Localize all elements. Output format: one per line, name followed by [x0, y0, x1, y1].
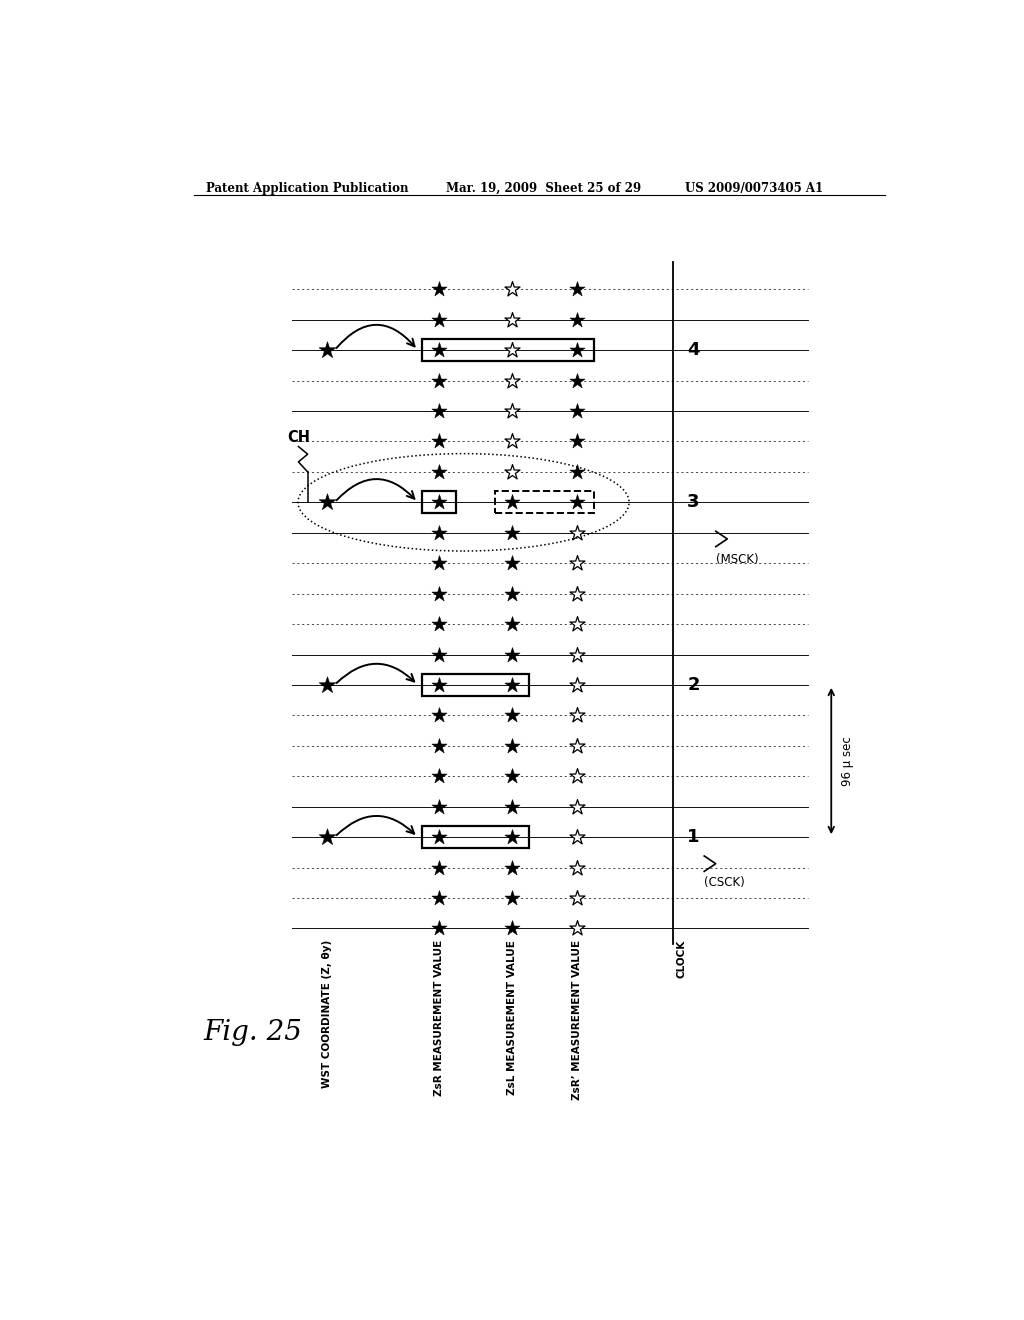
Point	[504, 370, 520, 391]
Point	[430, 583, 446, 605]
Point	[504, 400, 520, 421]
Point	[504, 462, 520, 483]
Text: CH: CH	[287, 430, 310, 445]
Text: 96 μ sec: 96 μ sec	[841, 737, 853, 785]
Text: WST COORDINATE (Z, θy): WST COORDINATE (Z, θy)	[322, 940, 332, 1088]
Point	[318, 675, 335, 696]
Point	[504, 644, 520, 665]
Point	[569, 430, 586, 451]
Text: 1: 1	[687, 828, 699, 846]
Text: Mar. 19, 2009  Sheet 25 of 29: Mar. 19, 2009 Sheet 25 of 29	[446, 182, 641, 194]
Point	[569, 400, 586, 421]
Point	[430, 675, 446, 696]
Text: US 2009/0073405 A1: US 2009/0073405 A1	[685, 182, 823, 194]
Text: (MSCK): (MSCK)	[716, 553, 759, 566]
Point	[504, 523, 520, 544]
Point	[569, 523, 586, 544]
Point	[569, 583, 586, 605]
Point	[318, 492, 335, 513]
Point	[430, 553, 446, 574]
Point	[318, 339, 335, 360]
Point	[504, 826, 520, 847]
Point	[569, 887, 586, 908]
Point	[430, 614, 446, 635]
Point	[430, 430, 446, 451]
Point	[430, 339, 446, 360]
Bar	[495, 491, 594, 513]
Point	[569, 614, 586, 635]
Point	[504, 796, 520, 817]
Point	[430, 826, 446, 847]
Point	[430, 857, 446, 878]
Point	[569, 370, 586, 391]
Point	[504, 492, 520, 513]
Point	[504, 887, 520, 908]
Point	[504, 857, 520, 878]
Text: ZsR’ MEASUREMENT VALUE: ZsR’ MEASUREMENT VALUE	[572, 940, 583, 1100]
Point	[430, 279, 446, 300]
Point	[504, 917, 520, 939]
Text: Patent Application Publication: Patent Application Publication	[206, 182, 409, 194]
Point	[504, 279, 520, 300]
Point	[569, 309, 586, 330]
Point	[569, 857, 586, 878]
Point	[430, 917, 446, 939]
Point	[430, 887, 446, 908]
Point	[504, 675, 520, 696]
Point	[504, 583, 520, 605]
Point	[569, 279, 586, 300]
Point	[504, 735, 520, 756]
Text: ZsR MEASUREMENT VALUE: ZsR MEASUREMENT VALUE	[433, 940, 443, 1096]
Point	[430, 796, 446, 817]
Point	[430, 462, 446, 483]
Point	[504, 430, 520, 451]
Point	[430, 309, 446, 330]
Point	[569, 339, 586, 360]
Point	[504, 705, 520, 726]
Point	[504, 309, 520, 330]
Point	[569, 917, 586, 939]
Point	[569, 492, 586, 513]
Text: CLOCK: CLOCK	[676, 940, 686, 978]
Point	[569, 462, 586, 483]
Point	[569, 553, 586, 574]
Bar	[422, 491, 456, 513]
Text: 2: 2	[687, 676, 699, 694]
Point	[430, 766, 446, 787]
Point	[430, 370, 446, 391]
Text: ZsL MEASUREMENT VALUE: ZsL MEASUREMENT VALUE	[507, 940, 517, 1094]
Text: Fig. 25: Fig. 25	[204, 1019, 302, 1045]
Point	[569, 826, 586, 847]
Point	[569, 644, 586, 665]
Point	[430, 705, 446, 726]
Point	[504, 614, 520, 635]
Text: (CSCK): (CSCK)	[705, 876, 745, 888]
Point	[504, 339, 520, 360]
Point	[318, 826, 335, 847]
Bar	[422, 339, 594, 362]
Point	[569, 796, 586, 817]
Point	[569, 705, 586, 726]
Text: 3: 3	[687, 494, 699, 511]
Bar	[422, 675, 528, 696]
Point	[430, 400, 446, 421]
Point	[569, 675, 586, 696]
Point	[569, 735, 586, 756]
Bar	[422, 826, 528, 847]
Text: 4: 4	[687, 341, 699, 359]
Point	[504, 766, 520, 787]
Point	[504, 553, 520, 574]
Point	[569, 766, 586, 787]
Point	[430, 492, 446, 513]
Point	[430, 523, 446, 544]
Point	[430, 735, 446, 756]
Point	[430, 644, 446, 665]
